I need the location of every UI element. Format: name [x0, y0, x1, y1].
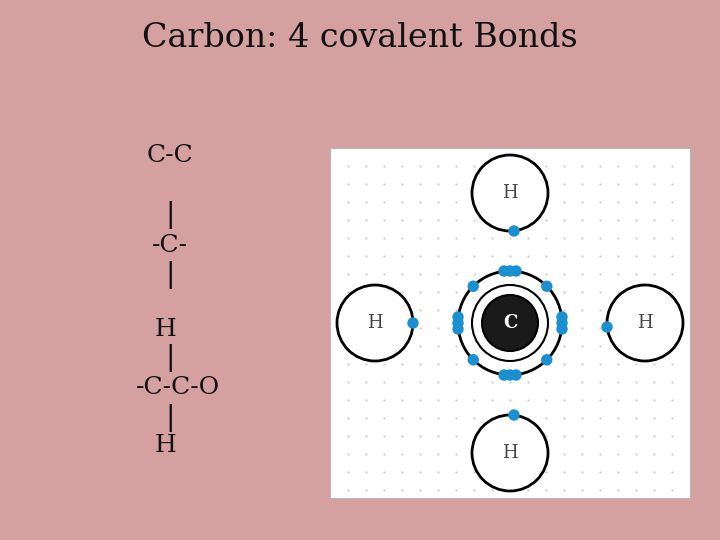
Text: |: |: [166, 404, 175, 432]
Circle shape: [453, 324, 463, 334]
Circle shape: [337, 285, 413, 361]
Circle shape: [509, 226, 519, 236]
Text: C-C: C-C: [147, 144, 194, 166]
Circle shape: [499, 266, 509, 276]
Circle shape: [541, 355, 552, 365]
Circle shape: [505, 266, 515, 276]
Text: H: H: [154, 319, 176, 341]
Text: Carbon: 4 covalent Bonds: Carbon: 4 covalent Bonds: [142, 22, 578, 54]
Circle shape: [408, 318, 418, 328]
Circle shape: [472, 285, 548, 361]
Bar: [330, 148, 690, 498]
Text: H: H: [367, 314, 383, 332]
Circle shape: [468, 355, 478, 365]
Text: -C-: -C-: [152, 233, 188, 256]
Text: |: |: [166, 344, 175, 372]
Circle shape: [468, 281, 478, 291]
Text: C: C: [503, 314, 517, 332]
Text: |: |: [166, 261, 175, 289]
Circle shape: [499, 370, 509, 380]
Text: H: H: [502, 444, 518, 462]
Text: H: H: [637, 314, 653, 332]
Circle shape: [472, 155, 548, 231]
Text: -C-C-O: -C-C-O: [136, 376, 220, 400]
Circle shape: [472, 415, 548, 491]
Circle shape: [557, 318, 567, 328]
Circle shape: [511, 370, 521, 380]
Circle shape: [602, 322, 612, 332]
Text: |: |: [166, 201, 175, 229]
Circle shape: [511, 266, 521, 276]
Circle shape: [557, 324, 567, 334]
Circle shape: [557, 312, 567, 322]
Circle shape: [453, 318, 463, 328]
Text: H: H: [154, 434, 176, 456]
Circle shape: [458, 271, 562, 375]
Circle shape: [482, 295, 538, 351]
Circle shape: [509, 410, 519, 420]
Text: H: H: [502, 184, 518, 202]
Circle shape: [505, 370, 515, 380]
Circle shape: [453, 312, 463, 322]
Circle shape: [541, 281, 552, 291]
Circle shape: [607, 285, 683, 361]
